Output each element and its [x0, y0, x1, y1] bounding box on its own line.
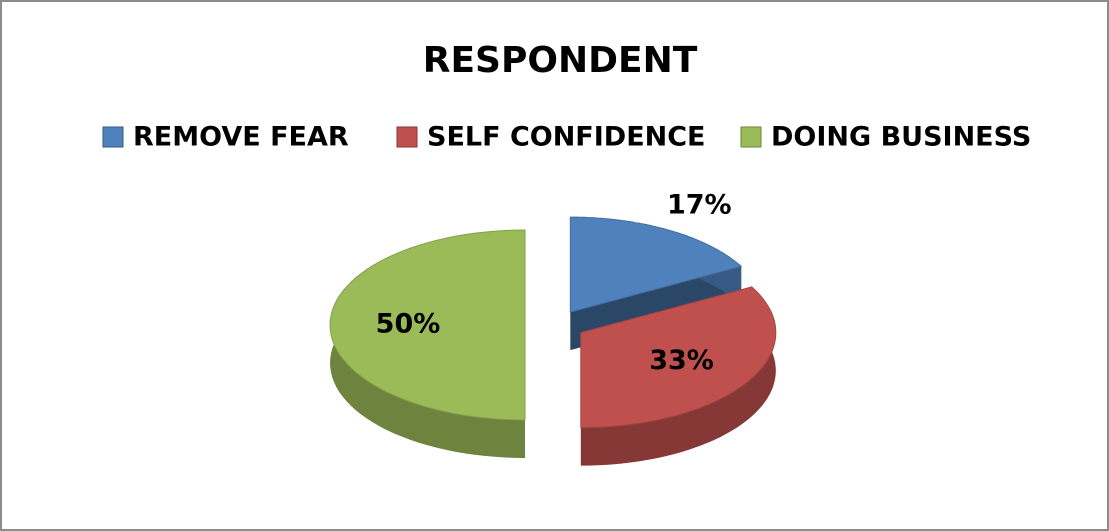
chart-title: RESPONDENT [423, 40, 698, 81]
legend-label: SELF CONFIDENCE [427, 122, 706, 153]
data-label: 33% [649, 345, 714, 376]
slice [329, 229, 526, 421]
slice [569, 216, 743, 313]
legend-label: REMOVE FEAR [133, 122, 349, 153]
data-label: 17% [667, 189, 732, 220]
pie-slice [580, 286, 777, 466]
data-label: 50% [376, 309, 441, 340]
slice [580, 286, 777, 429]
legend-swatch [740, 126, 762, 148]
pie-slice [329, 229, 526, 458]
legend-swatch [102, 126, 124, 148]
legend-label: DOING BUSINESS [771, 122, 1031, 153]
slice-wall [580, 286, 776, 466]
legend-swatch [396, 126, 418, 148]
